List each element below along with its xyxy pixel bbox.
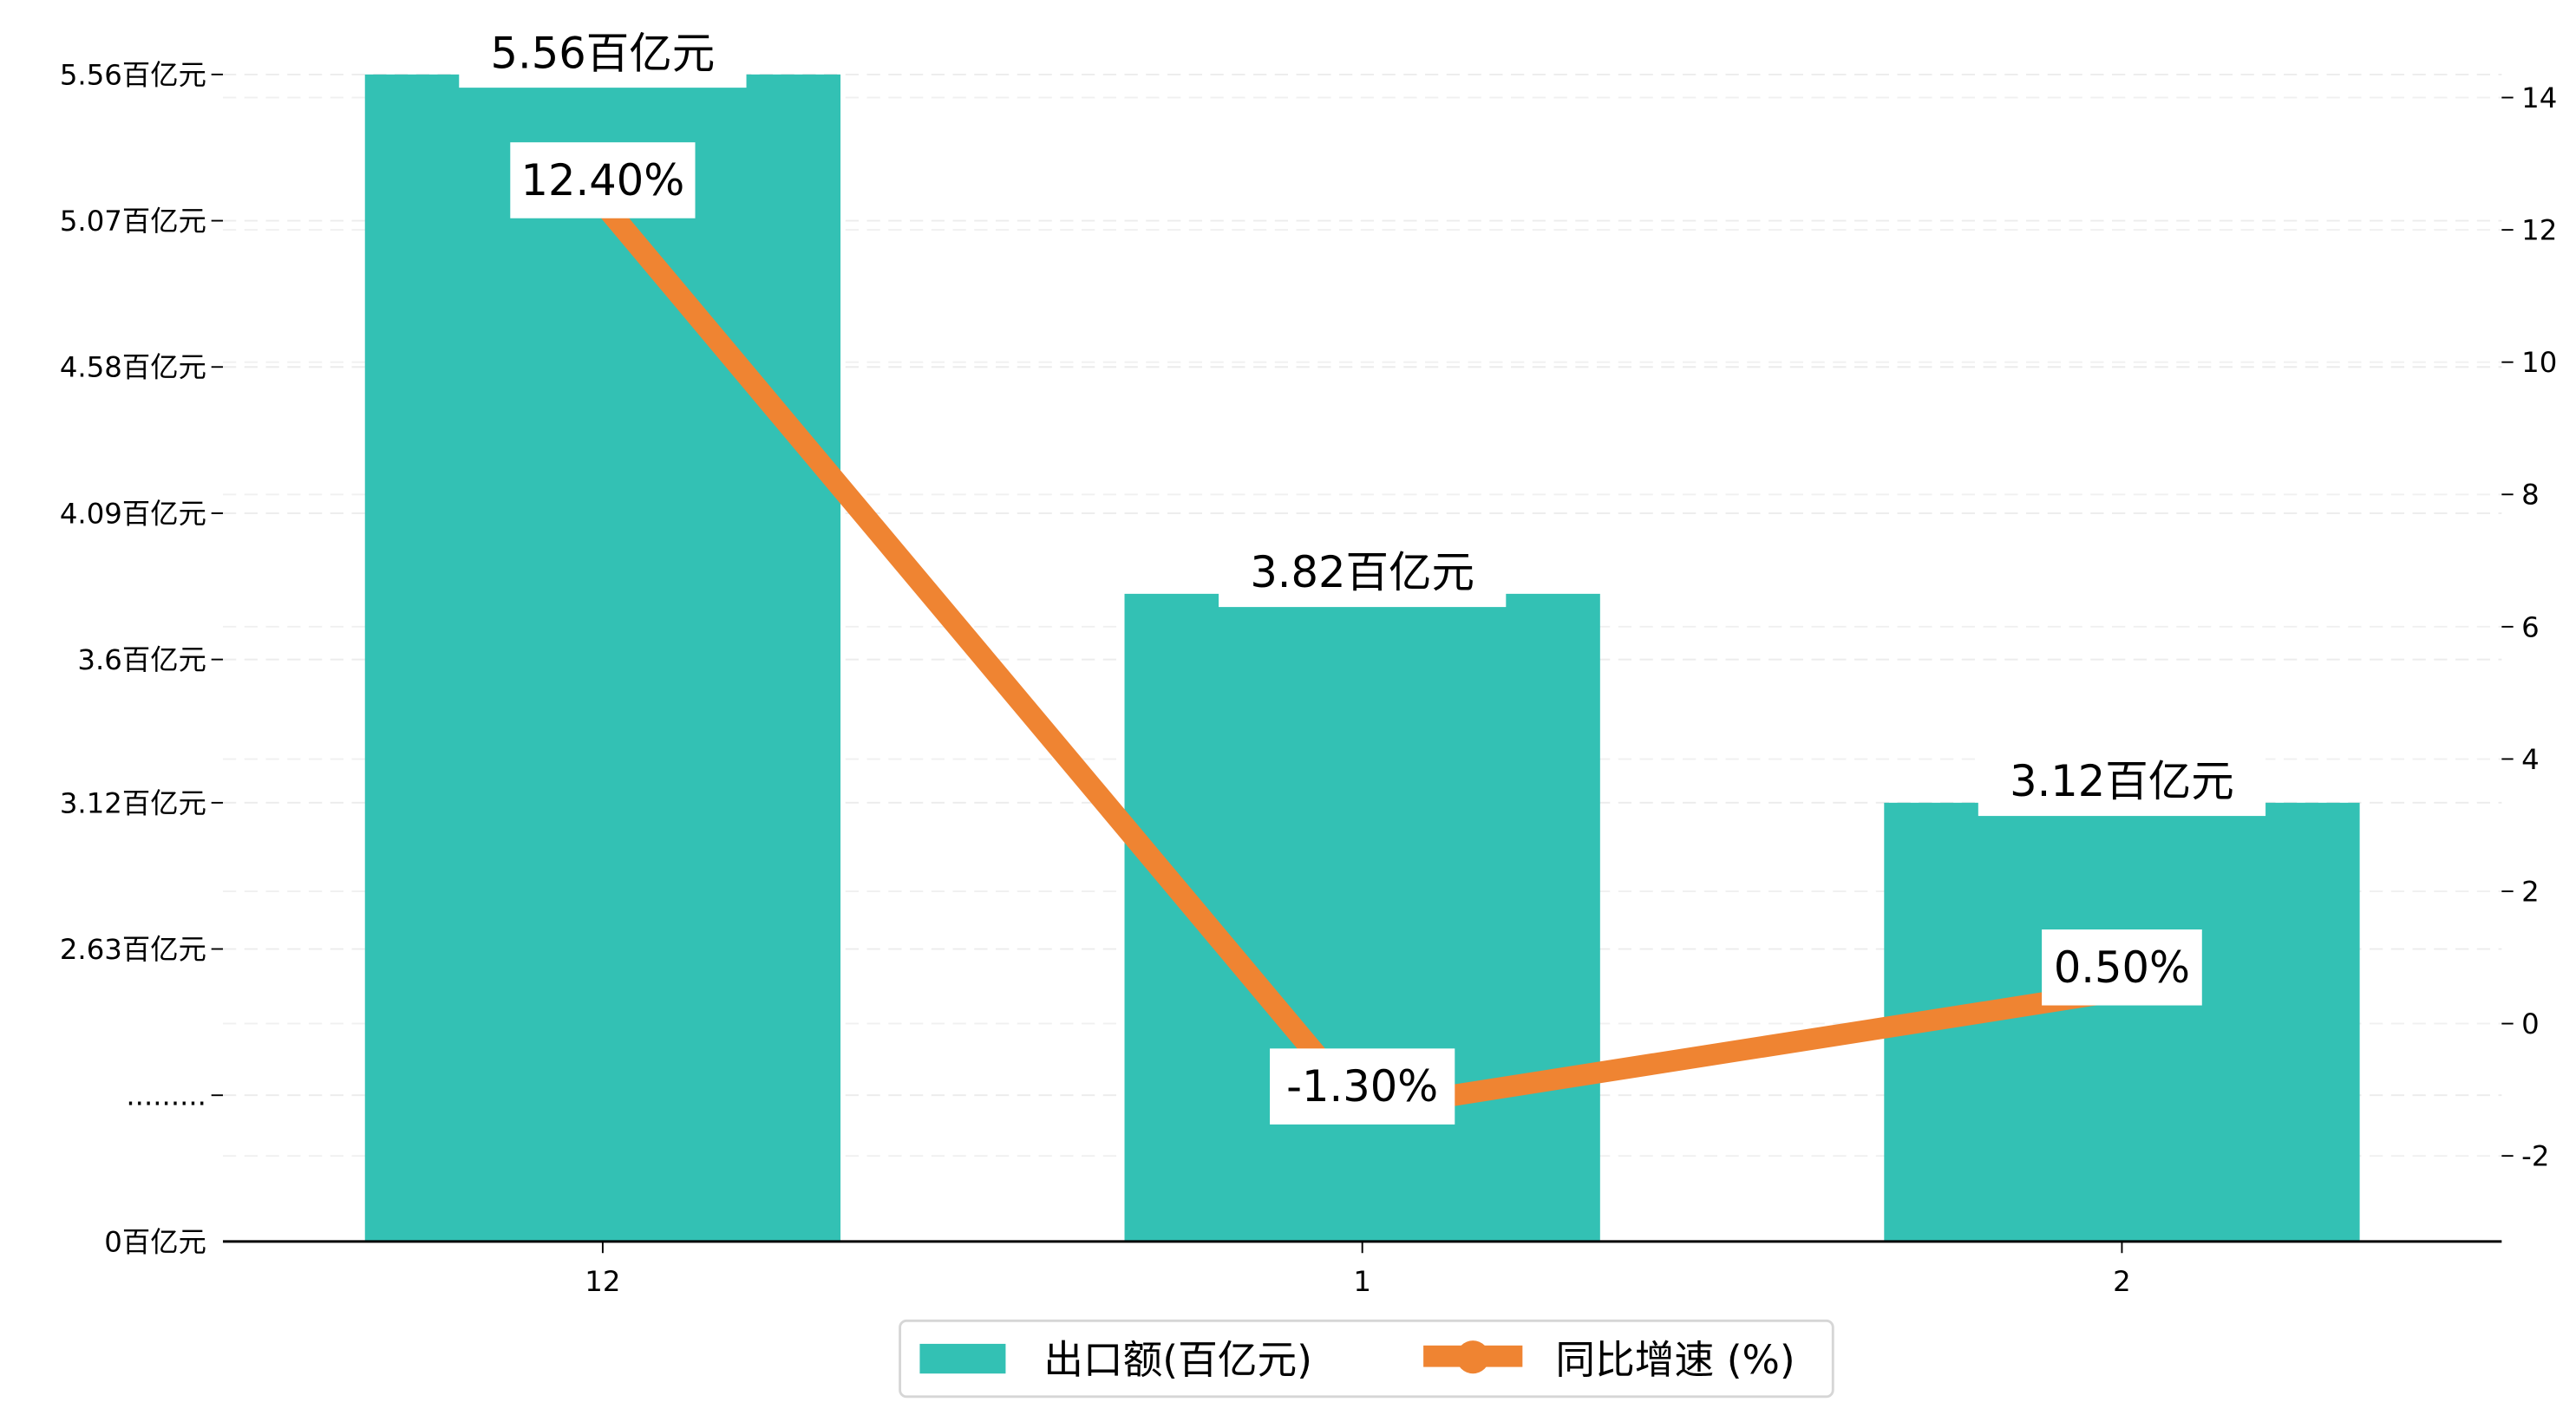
legend-line-label: 同比增速 (%) <box>1555 1337 1795 1383</box>
left-tick-label: 3.12百亿元 <box>60 786 206 819</box>
left-tick-label: 4.09百亿元 <box>60 497 206 530</box>
left-tick-label: 0百亿元 <box>104 1225 206 1258</box>
right-tick-label: 6 <box>2521 610 2540 643</box>
legend-bar-swatch <box>919 1343 1006 1374</box>
right-tick-label: 10 <box>2521 346 2557 379</box>
left-axis-ticks: 0百亿元......... 2.63百亿元 3.12百亿元 3.6百亿元 4.09百亿元… <box>60 58 224 1258</box>
bar-value-label: 5.56百亿元 <box>491 28 716 78</box>
bars <box>364 74 2360 1242</box>
right-axis-ticks: -2 0 2 4 6 8 10 12 14 <box>2501 82 2557 1173</box>
right-tick-label: 4 <box>2521 743 2540 776</box>
legend: 出口额(百亿元) 同比增速 (%) <box>899 1319 1834 1399</box>
right-tick-label: 2 <box>2521 875 2540 908</box>
bar-label-box <box>1978 753 2266 817</box>
x-axis-ticks: 12 1 2 <box>585 1241 2131 1298</box>
legend-frame <box>899 1319 1834 1399</box>
right-tick-label: 14 <box>2521 82 2557 114</box>
bar-value-label: 3.12百亿元 <box>2010 756 2234 806</box>
left-tick-label: 3.6百亿元 <box>77 643 206 676</box>
line-value-label: 12.40% <box>521 155 685 205</box>
right-tick-label: -2 <box>2521 1140 2549 1173</box>
left-tick-label: 4.58百亿元 <box>60 351 206 384</box>
left-tick-label: ......... <box>126 1079 206 1112</box>
left-tick-label: 5.56百亿元 <box>60 58 206 91</box>
left-tick-label: 5.07百亿元 <box>60 205 206 238</box>
line-label-box <box>1270 1048 1455 1125</box>
line-value-label: 0.50% <box>2054 942 2190 993</box>
data-labels: 5.56百亿元 3.82百亿元 3.12百亿元 12.40% -1.30% 0.50% <box>459 24 2266 1125</box>
legend-line-marker <box>1456 1340 1490 1374</box>
x-tick-label: 2 <box>2113 1265 2131 1298</box>
line-label-box <box>2042 929 2202 1006</box>
right-tick-label: 12 <box>2521 214 2557 247</box>
bar-label-box <box>1219 544 1507 608</box>
legend-bar-label: 出口额(百亿元) <box>1043 1337 1312 1383</box>
line-label-box <box>510 142 696 218</box>
left-tick-label: 2.63百亿元 <box>60 933 206 966</box>
x-tick-label: 12 <box>585 1265 620 1298</box>
right-tick-label: 8 <box>2521 479 2540 512</box>
right-tick-label: 0 <box>2521 1007 2540 1040</box>
bar-value-label: 3.82百亿元 <box>1250 547 1474 597</box>
x-tick-label: 1 <box>1353 1265 1371 1298</box>
bar <box>364 74 841 1242</box>
bar-label-box <box>459 24 747 88</box>
line-value-label: -1.30% <box>1286 1061 1438 1112</box>
